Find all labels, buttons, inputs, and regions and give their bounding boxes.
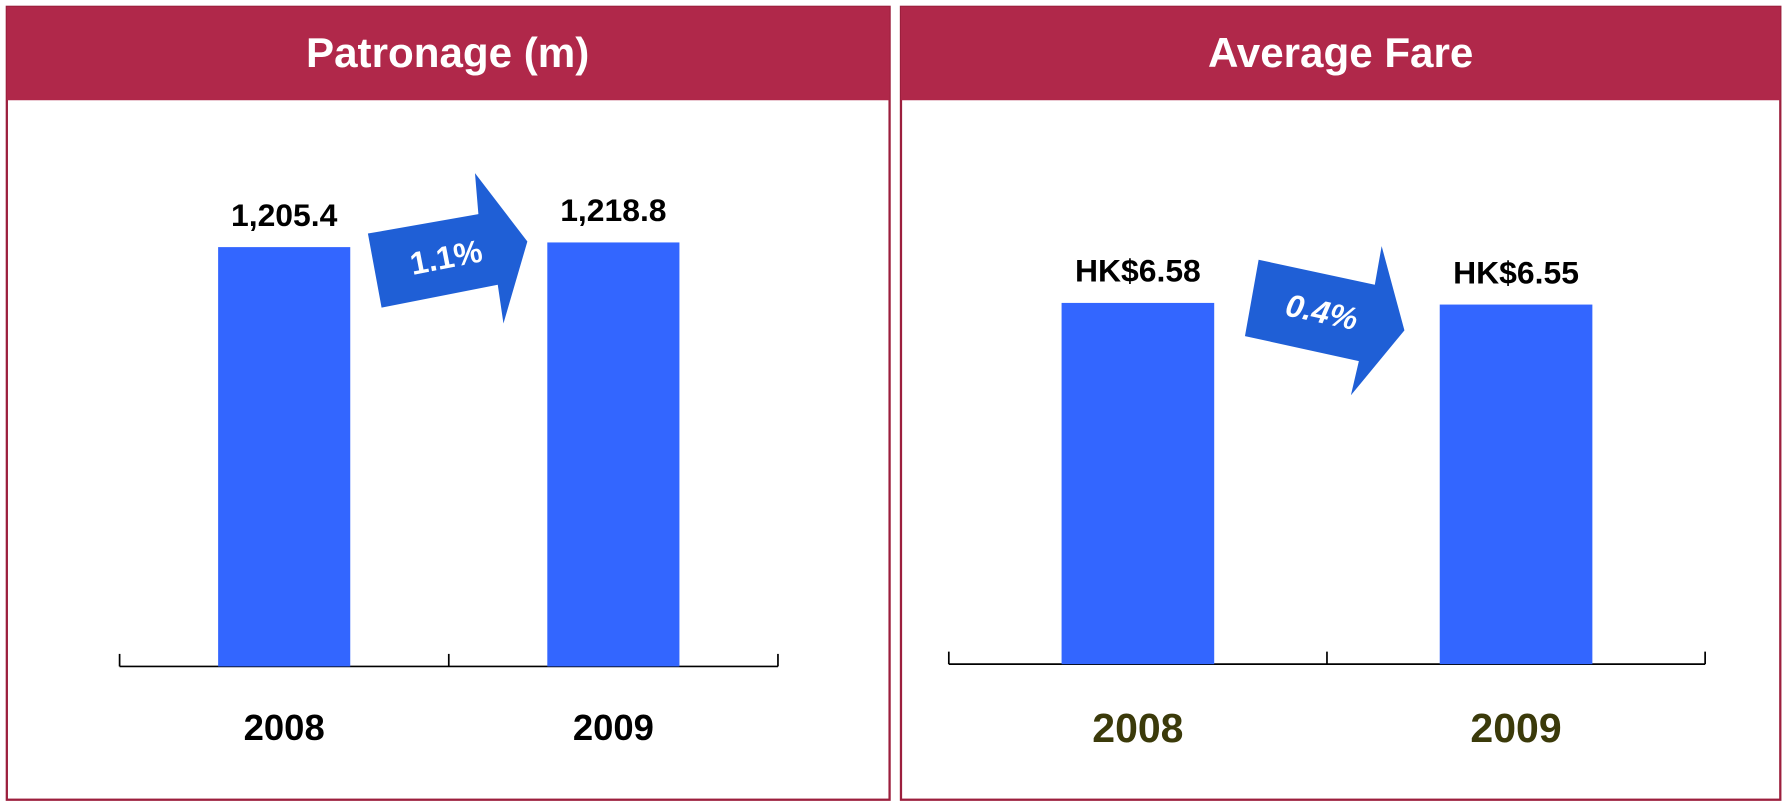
change-arrow [367, 173, 528, 324]
panel [899, 5, 1782, 801]
value-label: 1,218.8 [560, 192, 666, 228]
value-label: 1,205.4 [231, 197, 338, 233]
x-tick-label: 2008 [244, 707, 325, 748]
x-tick-label: 2009 [573, 707, 654, 748]
panel-header [6, 6, 890, 101]
value-label: HK$6.55 [1453, 254, 1579, 290]
bar [1061, 302, 1215, 665]
bar [547, 242, 680, 667]
chart-title: Average Fare [1208, 29, 1473, 76]
bar [1439, 304, 1593, 665]
panel [5, 5, 891, 801]
x-tick-label: 2008 [1092, 705, 1183, 751]
value-label: HK$6.58 [1075, 253, 1201, 289]
change-arrow [1244, 246, 1405, 396]
panel-header [900, 6, 1781, 101]
bar [218, 247, 351, 667]
chart-title: Patronage (m) [306, 29, 589, 76]
x-tick-label: 2009 [1470, 705, 1561, 751]
